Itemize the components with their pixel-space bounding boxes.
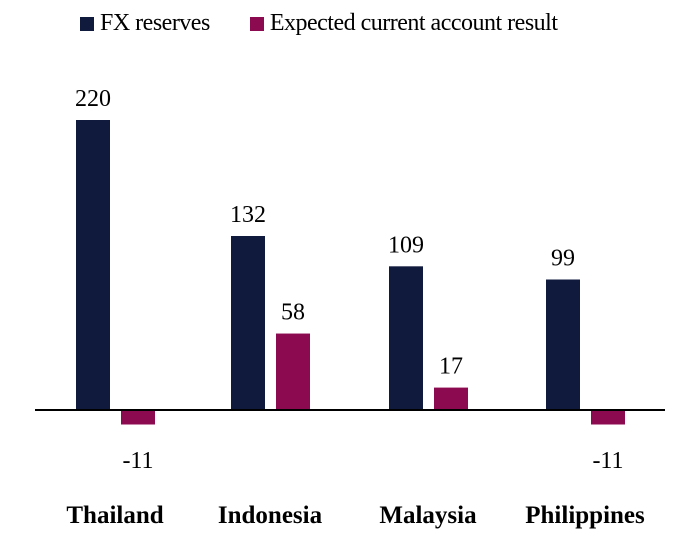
legend-item-current-account: Expected current account result: [249, 10, 558, 37]
bar-malaysia-series-0: [389, 266, 423, 410]
legend: FX reserves Expected current account res…: [80, 10, 558, 37]
bar-philippines-series-1: [591, 410, 625, 425]
legend-swatch-current-account: [249, 16, 264, 31]
bar-thailand-series-0: [76, 120, 110, 410]
data-label-philippines-series-0: 99: [551, 246, 575, 272]
category-label-malaysia: Malaysia: [379, 502, 477, 529]
bar-philippines-series-0: [546, 279, 580, 410]
legend-label-fx-reserves: FX reserves: [100, 10, 210, 36]
data-label-thailand-series-1: -11: [122, 448, 153, 474]
category-label-indonesia: Indonesia: [218, 502, 323, 529]
data-label-philippines-series-1: -11: [592, 448, 623, 474]
legend-label-current-account: Expected current account result: [269, 10, 558, 36]
bar-indonesia-series-1: [276, 333, 310, 410]
data-label-malaysia-series-0: 109: [388, 232, 424, 258]
data-label-indonesia-series-0: 132: [230, 202, 266, 228]
bar-thailand-series-1: [121, 410, 155, 425]
data-label-indonesia-series-1: 58: [281, 300, 305, 326]
data-label-malaysia-series-1: 17: [439, 354, 463, 380]
category-label-philippines: Philippines: [525, 502, 645, 529]
category-label-thailand: Thailand: [66, 502, 163, 529]
bar-indonesia-series-0: [231, 236, 265, 410]
legend-swatch-fx-reserves: [80, 16, 94, 31]
bar-malaysia-series-1: [434, 387, 468, 410]
data-label-thailand-series-0: 220: [75, 86, 111, 112]
legend-item-fx-reserves: FX reserves: [80, 10, 210, 37]
